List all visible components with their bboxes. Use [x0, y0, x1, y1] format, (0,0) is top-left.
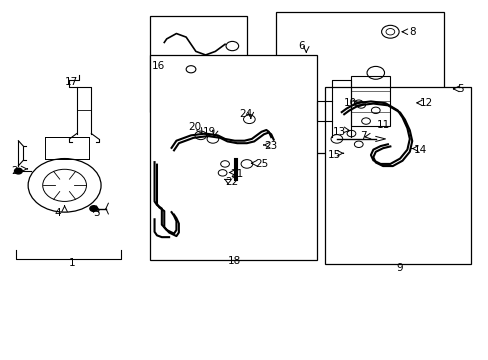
Text: 17: 17 [65, 77, 79, 87]
Text: 13: 13 [332, 127, 345, 137]
Text: 25: 25 [254, 159, 267, 169]
Text: 7: 7 [360, 131, 366, 141]
FancyBboxPatch shape [276, 12, 443, 153]
Text: 22: 22 [225, 177, 239, 187]
Text: 18: 18 [228, 256, 241, 266]
Text: 15: 15 [327, 150, 341, 160]
Text: 9: 9 [396, 262, 403, 273]
Text: 5: 5 [457, 84, 463, 94]
Bar [351, 76, 389, 126]
Text: 2: 2 [12, 166, 18, 176]
Text: 11: 11 [376, 120, 389, 130]
Text: 10: 10 [343, 98, 356, 108]
Text: 19: 19 [203, 127, 216, 137]
Text: 16: 16 [151, 61, 164, 71]
FancyBboxPatch shape [149, 55, 317, 260]
Circle shape [90, 206, 98, 211]
FancyBboxPatch shape [149, 16, 246, 112]
Text: 20: 20 [188, 122, 201, 132]
Text: 3: 3 [93, 208, 100, 218]
Text: 4: 4 [54, 208, 61, 218]
Text: 1: 1 [68, 258, 75, 268]
Text: 14: 14 [413, 145, 426, 155]
Text: 21: 21 [230, 168, 244, 179]
Text: 8: 8 [408, 27, 415, 37]
Text: 23: 23 [264, 141, 277, 151]
Text: 12: 12 [419, 98, 432, 108]
Text: 24: 24 [239, 109, 252, 119]
FancyBboxPatch shape [324, 87, 469, 264]
Text: 6: 6 [298, 41, 304, 51]
Circle shape [15, 168, 22, 174]
